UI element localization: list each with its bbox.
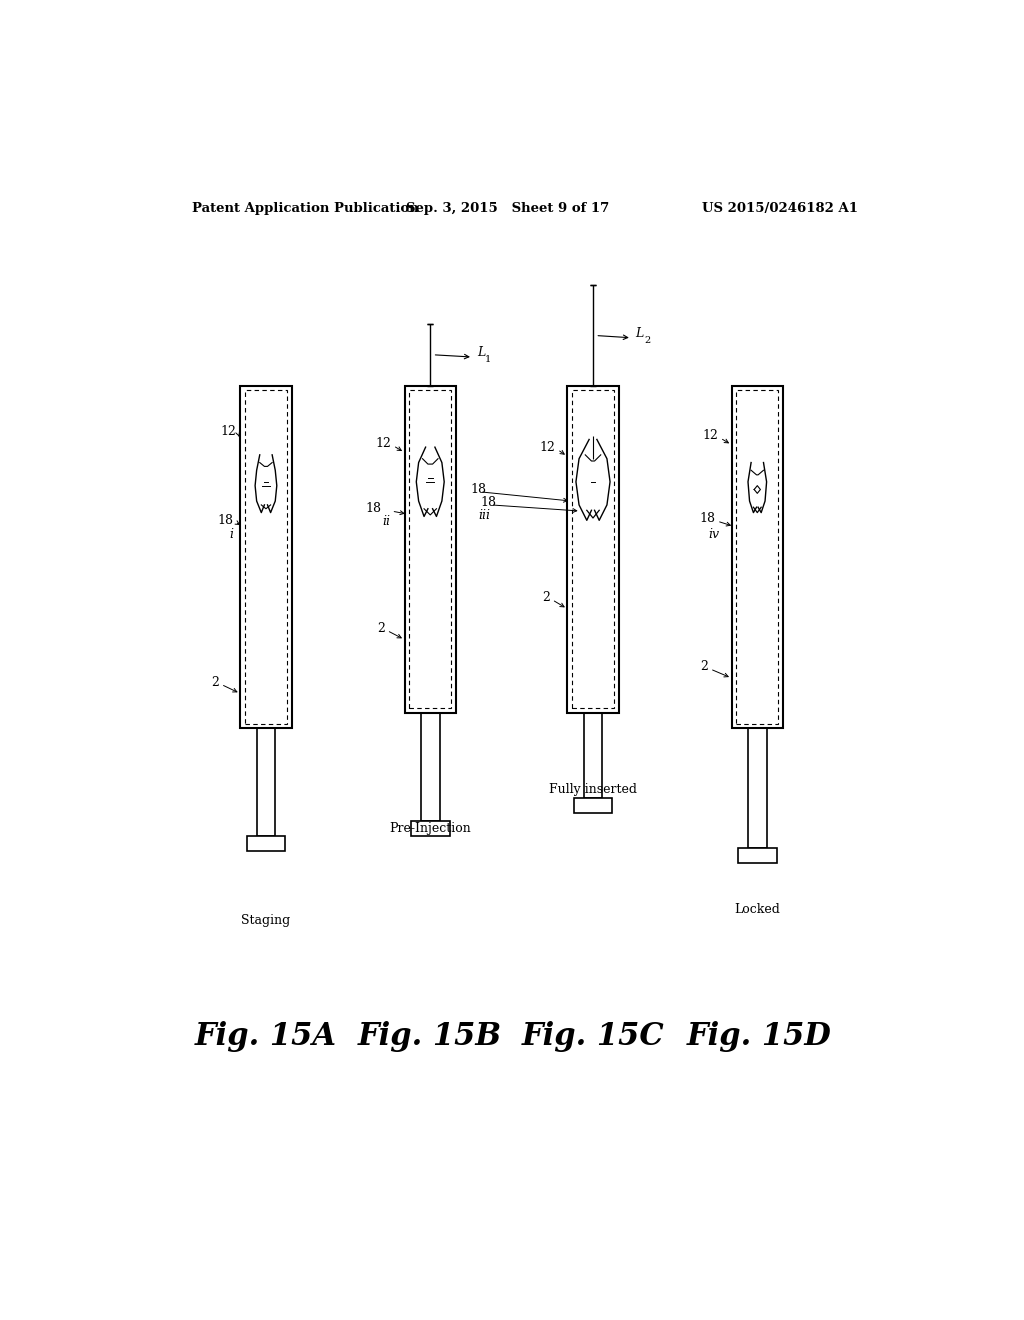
Bar: [732, 385, 783, 729]
Text: L: L: [636, 326, 644, 339]
Bar: [257, 729, 275, 836]
Text: 18: 18: [217, 513, 233, 527]
Text: Sep. 3, 2015   Sheet 9 of 17: Sep. 3, 2015 Sheet 9 of 17: [407, 202, 609, 215]
Text: iii: iii: [478, 510, 490, 523]
Bar: [567, 385, 618, 713]
Bar: [410, 391, 452, 708]
Text: 2: 2: [378, 622, 385, 635]
Text: 18: 18: [699, 512, 716, 525]
Text: 12: 12: [540, 441, 556, 454]
Bar: [573, 797, 612, 813]
Text: 18: 18: [366, 502, 381, 515]
Text: 2: 2: [644, 335, 650, 345]
Bar: [247, 836, 286, 851]
Text: 2: 2: [543, 591, 550, 603]
Bar: [738, 847, 776, 863]
Bar: [748, 729, 767, 847]
Text: Fig. 15B: Fig. 15B: [358, 1020, 503, 1052]
Text: 12: 12: [702, 429, 719, 442]
Bar: [584, 713, 602, 797]
Text: ii: ii: [382, 515, 390, 528]
Text: Pre-Injection: Pre-Injection: [389, 822, 471, 834]
Text: 12: 12: [376, 437, 391, 450]
Text: 2: 2: [212, 676, 219, 689]
Bar: [736, 391, 778, 723]
Text: 2: 2: [700, 660, 709, 673]
Text: i: i: [229, 528, 233, 541]
Bar: [572, 391, 614, 708]
Text: Fully inserted: Fully inserted: [549, 783, 637, 796]
Bar: [245, 391, 287, 723]
Bar: [241, 385, 292, 729]
Bar: [421, 713, 439, 821]
Text: 18: 18: [481, 496, 497, 510]
Text: Staging: Staging: [242, 915, 291, 927]
Text: Fig. 15D: Fig. 15D: [687, 1020, 833, 1052]
Text: L: L: [477, 346, 485, 359]
Text: US 2015/0246182 A1: US 2015/0246182 A1: [702, 202, 858, 215]
Text: 1: 1: [485, 355, 492, 364]
Bar: [411, 821, 450, 836]
Bar: [404, 385, 456, 713]
Text: 12: 12: [220, 425, 237, 438]
Text: 18: 18: [470, 483, 486, 496]
Text: Fig. 15C: Fig. 15C: [521, 1020, 665, 1052]
Text: Locked: Locked: [734, 903, 780, 916]
Text: Fig. 15A: Fig. 15A: [195, 1020, 337, 1052]
Text: iv: iv: [709, 528, 719, 541]
Text: Patent Application Publication: Patent Application Publication: [191, 202, 418, 215]
